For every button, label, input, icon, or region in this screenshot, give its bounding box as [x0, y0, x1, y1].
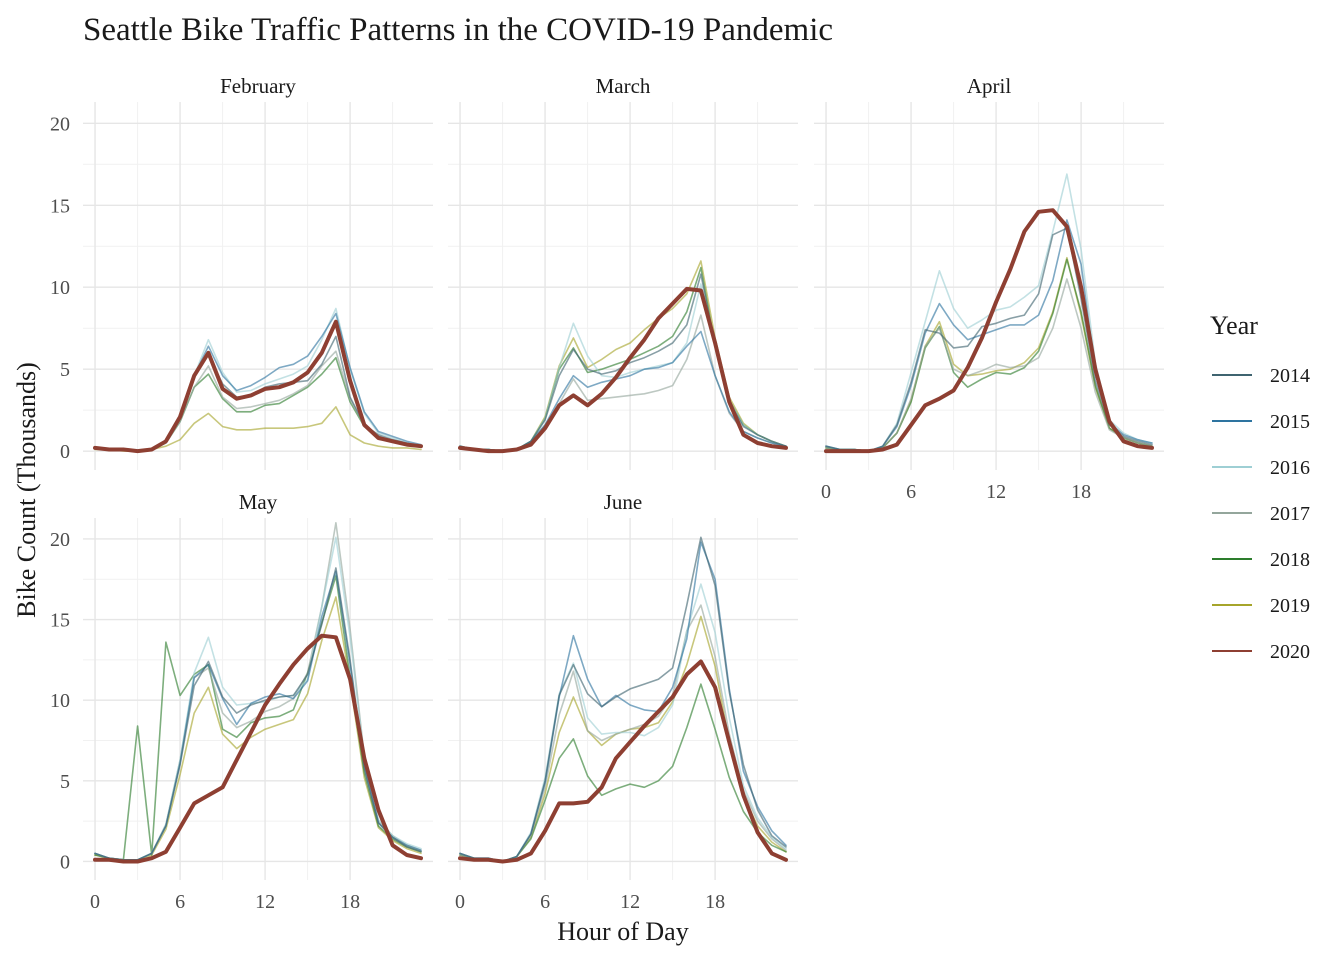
x-tick-label: 0 — [821, 481, 831, 503]
x-tick-label: 18 — [340, 891, 360, 913]
panel-june: June — [448, 490, 798, 880]
panel-february: February — [83, 74, 433, 470]
legend-item-2016: 2016 — [1212, 457, 1310, 479]
series-line-2014-may — [94, 567, 422, 861]
panel-title-april: April — [967, 74, 1011, 98]
legend-item-2020: 2020 — [1212, 641, 1310, 663]
series-line-2017-april — [825, 278, 1153, 452]
legend-title: Year — [1210, 311, 1258, 340]
panel-title-february: February — [220, 74, 296, 98]
x-tick-label: 18 — [1071, 481, 1091, 503]
x-tick-label: 12 — [620, 891, 640, 913]
chart-title: Seattle Bike Traffic Patterns in the COV… — [83, 12, 833, 48]
y-tick-label: 5 — [60, 359, 70, 381]
series-line-2018-april — [825, 258, 1153, 452]
y-tick-label: 15 — [50, 195, 70, 217]
y-tick-label: 20 — [50, 529, 70, 551]
legend-label-2017: 2017 — [1270, 503, 1310, 525]
x-axis-title: Hour of Day — [557, 917, 688, 946]
legend-item-2019: 2019 — [1212, 595, 1310, 617]
y-axis-title: Bike Count (Thousands) — [12, 362, 41, 618]
series-line-2019-february — [94, 406, 422, 452]
x-tick-label: 0 — [90, 891, 100, 913]
series-line-2016-may — [94, 536, 422, 861]
series-line-2014-june — [459, 536, 787, 863]
y-tick-label: 20 — [50, 113, 70, 135]
legend-item-2014: 2014 — [1212, 365, 1310, 387]
x-tick-label: 12 — [986, 481, 1006, 503]
x-tick-label: 12 — [255, 891, 275, 913]
y-tick-label: 15 — [50, 610, 70, 632]
legend-label-2020: 2020 — [1270, 641, 1310, 663]
legend-label-2014: 2014 — [1270, 365, 1310, 387]
series-line-2020-may — [93, 633, 423, 864]
legend-label-2018: 2018 — [1270, 549, 1310, 571]
series-line-2015-june — [459, 541, 787, 863]
x-tick-label: 6 — [175, 891, 185, 913]
panel-title-may: May — [239, 490, 278, 514]
axes-layer: 0 5 10 15 20 0 6 12 18 0 5 10 15 20 0 6 12 18 0 6 12 18 — [50, 113, 1091, 913]
legend-label-2019: 2019 — [1270, 595, 1310, 617]
series-line-2020-april — [824, 208, 1154, 454]
panels-layer: February March April May June — [83, 74, 1164, 880]
x-tick-label: 0 — [455, 891, 465, 913]
series-line-2017-february — [94, 350, 422, 452]
legend-label-2016: 2016 — [1270, 457, 1310, 479]
legend: Year 2014 2015 2016 2017 2018 2019 2020 — [1210, 311, 1310, 663]
series-line-2018-february — [94, 356, 422, 452]
series-line-2016-june — [459, 583, 787, 863]
series-line-2020-march — [458, 286, 788, 454]
series-line-2015-april — [825, 219, 1153, 452]
panel-title-march: March — [596, 74, 651, 98]
series-line-2019-may — [94, 596, 422, 861]
series-line-2020-february — [93, 319, 423, 454]
legend-item-2018: 2018 — [1212, 549, 1310, 571]
series-line-2015-march — [459, 330, 787, 452]
panel-march: March — [448, 74, 798, 470]
series-line-2017-march — [459, 314, 787, 452]
legend-entries: 2014 2015 2016 2017 2018 2019 2020 — [1212, 365, 1310, 663]
y-tick-label: 5 — [60, 771, 70, 793]
panel-may: May — [83, 490, 433, 880]
y-tick-label: 0 — [60, 851, 70, 873]
y-tick-label: 10 — [50, 277, 70, 299]
panel-title-june: June — [604, 490, 643, 514]
series-line-2020-june — [458, 659, 788, 864]
legend-item-2017: 2017 — [1212, 503, 1310, 525]
x-tick-label: 6 — [540, 891, 550, 913]
y-tick-label: 0 — [60, 441, 70, 463]
x-tick-label: 18 — [705, 891, 725, 913]
legend-label-2015: 2015 — [1270, 411, 1310, 433]
panel-april: April — [814, 74, 1164, 470]
legend-item-2015: 2015 — [1212, 411, 1310, 433]
series-line-2017-may — [94, 521, 422, 861]
x-tick-label: 6 — [906, 481, 916, 503]
series-line-2014-april — [825, 227, 1153, 452]
y-tick-label: 10 — [50, 690, 70, 712]
